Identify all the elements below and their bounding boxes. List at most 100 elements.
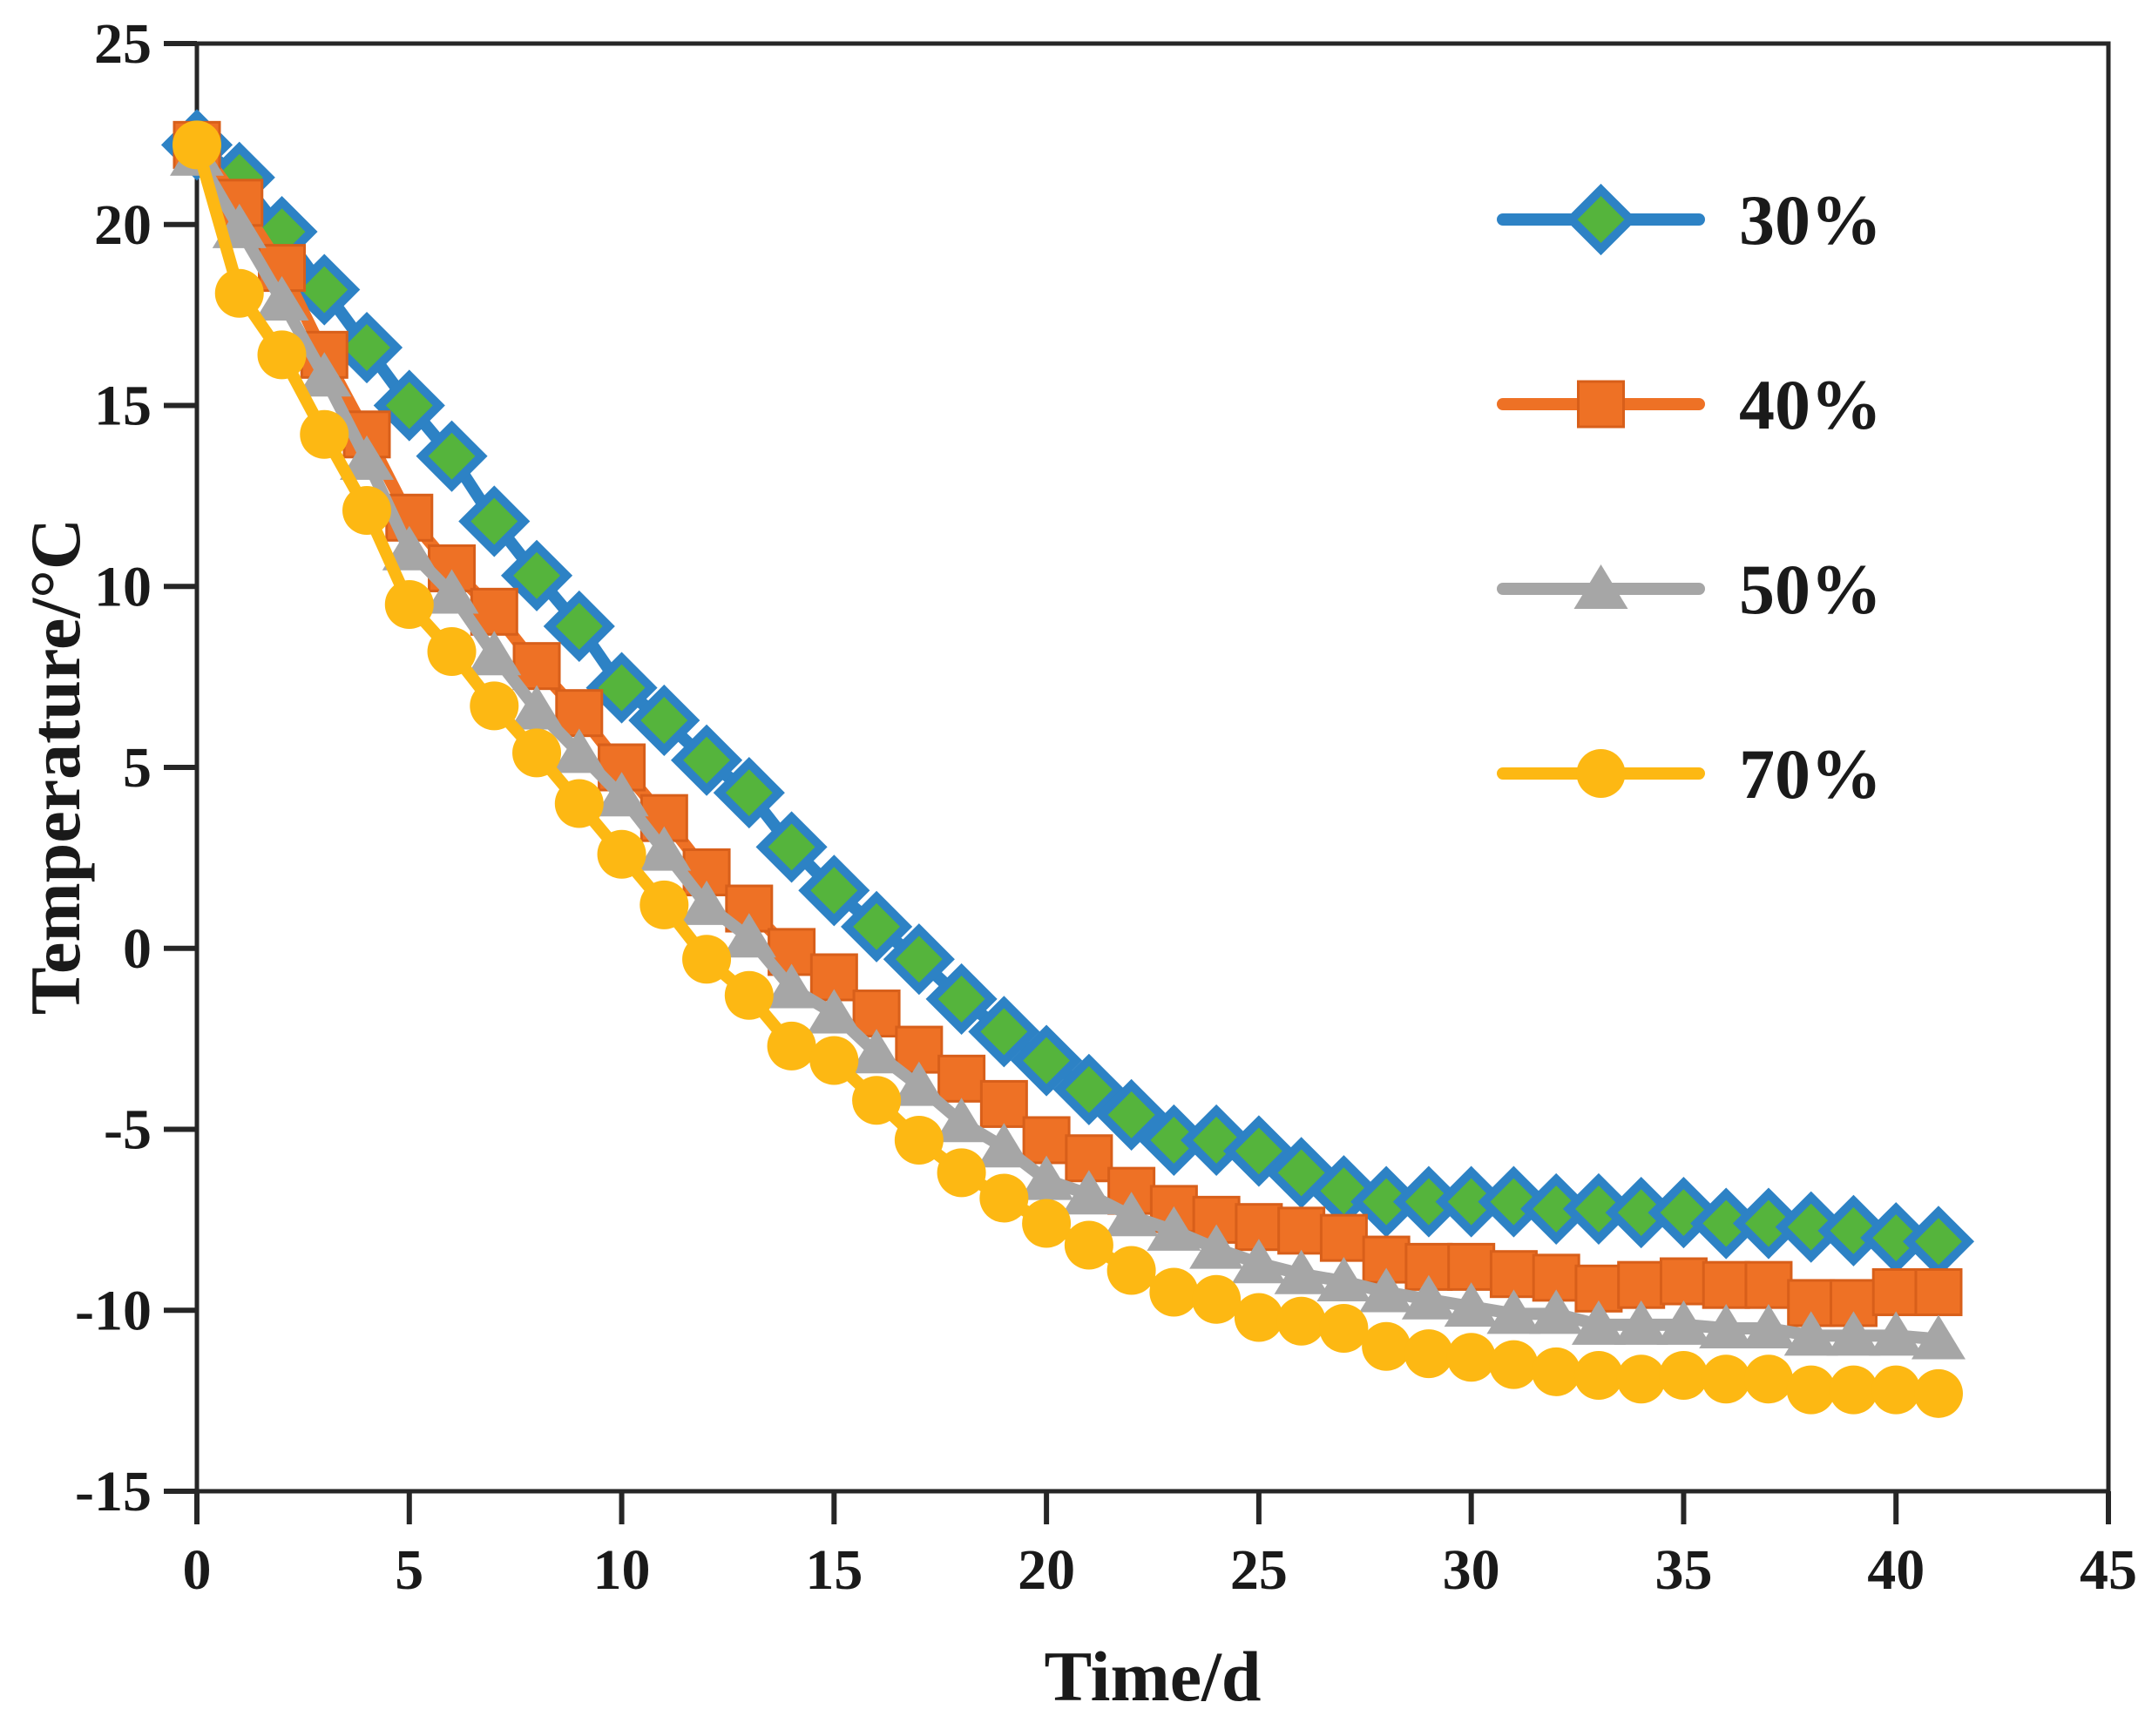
triangle-marker: [1486, 1289, 1541, 1334]
x-axis-title: Time/d: [1044, 1637, 1262, 1716]
diamond-marker: [1817, 1194, 1890, 1267]
diamond-marker: [458, 485, 531, 557]
legend-diamond-marker: [1565, 183, 1637, 256]
x-tick-label: 10: [593, 1538, 651, 1602]
diamond-marker: [1775, 1191, 1847, 1263]
legend-label: 30%: [1739, 180, 1882, 260]
triangle-marker: [594, 772, 649, 817]
legend-label: 40%: [1739, 365, 1882, 444]
triangle-marker: [340, 435, 395, 480]
circle-marker: [1149, 1267, 1199, 1317]
triangle-marker: [1104, 1192, 1159, 1237]
triangle-marker: [1359, 1267, 1414, 1313]
circle-marker: [1871, 1365, 1921, 1415]
circle-marker: [1573, 1351, 1623, 1401]
triangle-marker: [1401, 1274, 1456, 1320]
triangle-marker: [1656, 1300, 1711, 1345]
x-tick-label: 35: [1654, 1538, 1712, 1602]
circle-marker: [1362, 1321, 1411, 1371]
x-tick-label: 25: [1230, 1538, 1288, 1602]
circle-marker: [1829, 1365, 1878, 1415]
circle-marker: [470, 681, 519, 731]
triangle-marker: [424, 569, 479, 614]
triangle-marker: [1019, 1155, 1074, 1200]
square-marker: [1871, 1267, 1920, 1316]
triangle-marker: [1614, 1300, 1668, 1345]
triangle-marker: [764, 963, 819, 1009]
triangle-marker: [1869, 1311, 1924, 1356]
square-marker: [1022, 1116, 1071, 1165]
triangle-marker: [1826, 1311, 1881, 1356]
circle-marker: [214, 268, 264, 318]
triangle-marker: [1147, 1206, 1201, 1251]
legend-label: 50%: [1739, 550, 1882, 629]
square-marker: [1702, 1260, 1750, 1309]
triangle-marker: [382, 525, 436, 571]
circle-marker: [1489, 1340, 1539, 1389]
square-marker: [1914, 1267, 1963, 1316]
square-marker: [937, 1054, 986, 1103]
triangle-marker: [1783, 1311, 1838, 1356]
triangle-marker: [297, 352, 352, 397]
diamond-marker: [1222, 1115, 1295, 1187]
legend-label: 70%: [1739, 734, 1882, 814]
circle-marker: [1446, 1333, 1496, 1382]
triangle-marker: [807, 989, 862, 1034]
diamond-marker: [373, 369, 445, 442]
circle-marker: [852, 1076, 902, 1125]
circle-marker: [1743, 1354, 1793, 1404]
diamond-marker: [1052, 1053, 1125, 1125]
square-marker: [1277, 1206, 1326, 1255]
circle-marker: [1616, 1354, 1666, 1404]
diamond-marker: [416, 420, 488, 492]
legend-triangle-marker: [1573, 564, 1628, 609]
diamond-marker: [543, 590, 615, 663]
y-tick-label: 20: [94, 193, 152, 257]
y-tick-label: -5: [104, 1098, 152, 1162]
square-marker: [852, 990, 901, 1038]
circle-marker: [554, 779, 604, 828]
y-tick-label: -15: [75, 1460, 152, 1523]
triangle-marker: [1231, 1239, 1286, 1284]
circle-marker: [1276, 1296, 1326, 1346]
square-marker: [1319, 1213, 1368, 1262]
circle-marker: [1702, 1354, 1751, 1404]
diamond-marker: [883, 923, 955, 996]
circle-marker: [1106, 1246, 1156, 1295]
triangle-marker: [1274, 1249, 1329, 1294]
diamond-marker: [1095, 1078, 1167, 1151]
circle-marker: [342, 485, 392, 535]
triangle-marker: [1911, 1314, 1966, 1360]
legend-circle-marker: [1576, 749, 1626, 798]
diamond-marker: [841, 890, 913, 963]
circle-marker: [767, 1021, 816, 1071]
y-tick-label: 5: [123, 736, 152, 800]
x-tick-label: 30: [1443, 1538, 1500, 1602]
square-marker: [979, 1079, 1028, 1128]
diamond-marker: [628, 684, 700, 757]
triangle-marker: [1316, 1257, 1371, 1302]
triangle-marker: [637, 826, 692, 871]
circle-marker: [1319, 1304, 1369, 1354]
circle-marker: [724, 970, 774, 1020]
diamond-marker: [1860, 1202, 1932, 1274]
diamond-marker: [755, 811, 828, 883]
circle-marker: [682, 935, 732, 984]
diamond-marker: [968, 996, 1040, 1068]
x-tick-label: 15: [805, 1538, 863, 1602]
circle-marker: [639, 880, 689, 929]
triangle-marker: [1444, 1282, 1499, 1327]
triangle-marker: [977, 1123, 1032, 1168]
circle-marker: [1913, 1368, 1963, 1418]
triangle-marker: [1571, 1300, 1626, 1345]
triangle-marker: [1741, 1304, 1796, 1349]
diamond-marker: [798, 854, 870, 927]
x-tick-label: 45: [2080, 1538, 2137, 1602]
triangle-marker: [510, 685, 565, 730]
circle-marker: [1659, 1351, 1709, 1401]
legend-square-marker: [1577, 380, 1625, 429]
circle-marker: [937, 1148, 986, 1198]
circle-marker: [1532, 1347, 1581, 1396]
triangle-marker: [254, 276, 309, 321]
